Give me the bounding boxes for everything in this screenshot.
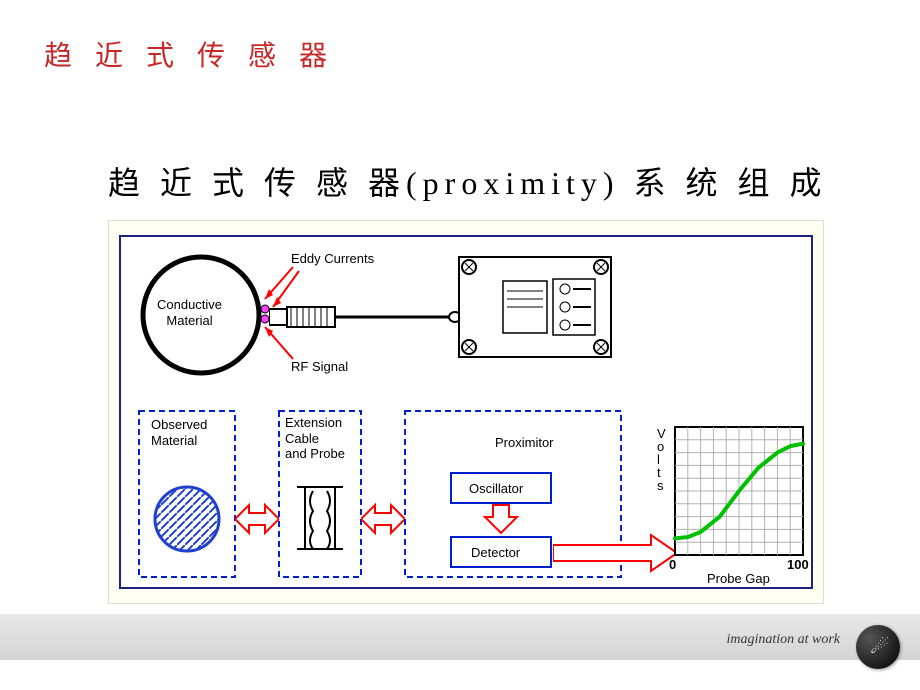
proximitor-label: Proximitor bbox=[495, 435, 554, 451]
footer-tagline: imagination at work bbox=[726, 632, 840, 648]
output-arrow-icon bbox=[553, 533, 677, 573]
page-title: 趋 近 式 传 感 器 bbox=[44, 34, 335, 74]
double-arrow-2-icon bbox=[361, 501, 405, 537]
extension-cable-label: ExtensionCableand Probe bbox=[285, 415, 345, 462]
diagram-container: ConductiveMaterial Eddy Currents RF Sign… bbox=[108, 220, 824, 604]
oscillator-label: Oscillator bbox=[469, 481, 523, 497]
chart-ylabel: Volts bbox=[657, 427, 666, 492]
detector-label: Detector bbox=[471, 545, 520, 561]
chart-xlabel: Probe Gap bbox=[707, 571, 770, 587]
connector-box-icon bbox=[453, 251, 619, 365]
ge-logo-icon: ☄ bbox=[856, 625, 900, 669]
chart-xtick-0: 0 bbox=[669, 557, 676, 573]
double-arrow-1-icon bbox=[235, 501, 279, 537]
probe-cable-icon bbox=[269, 297, 469, 337]
observed-material-label: ObservedMaterial bbox=[151, 417, 207, 448]
conductive-material-label: ConductiveMaterial bbox=[157, 297, 222, 328]
chart-xtick-1: 100 bbox=[787, 557, 809, 573]
subtitle: 趋 近 式 传 感 器(proximity) 系 统 组 成 bbox=[108, 158, 828, 204]
diagram-inner: ConductiveMaterial Eddy Currents RF Sign… bbox=[119, 235, 813, 589]
